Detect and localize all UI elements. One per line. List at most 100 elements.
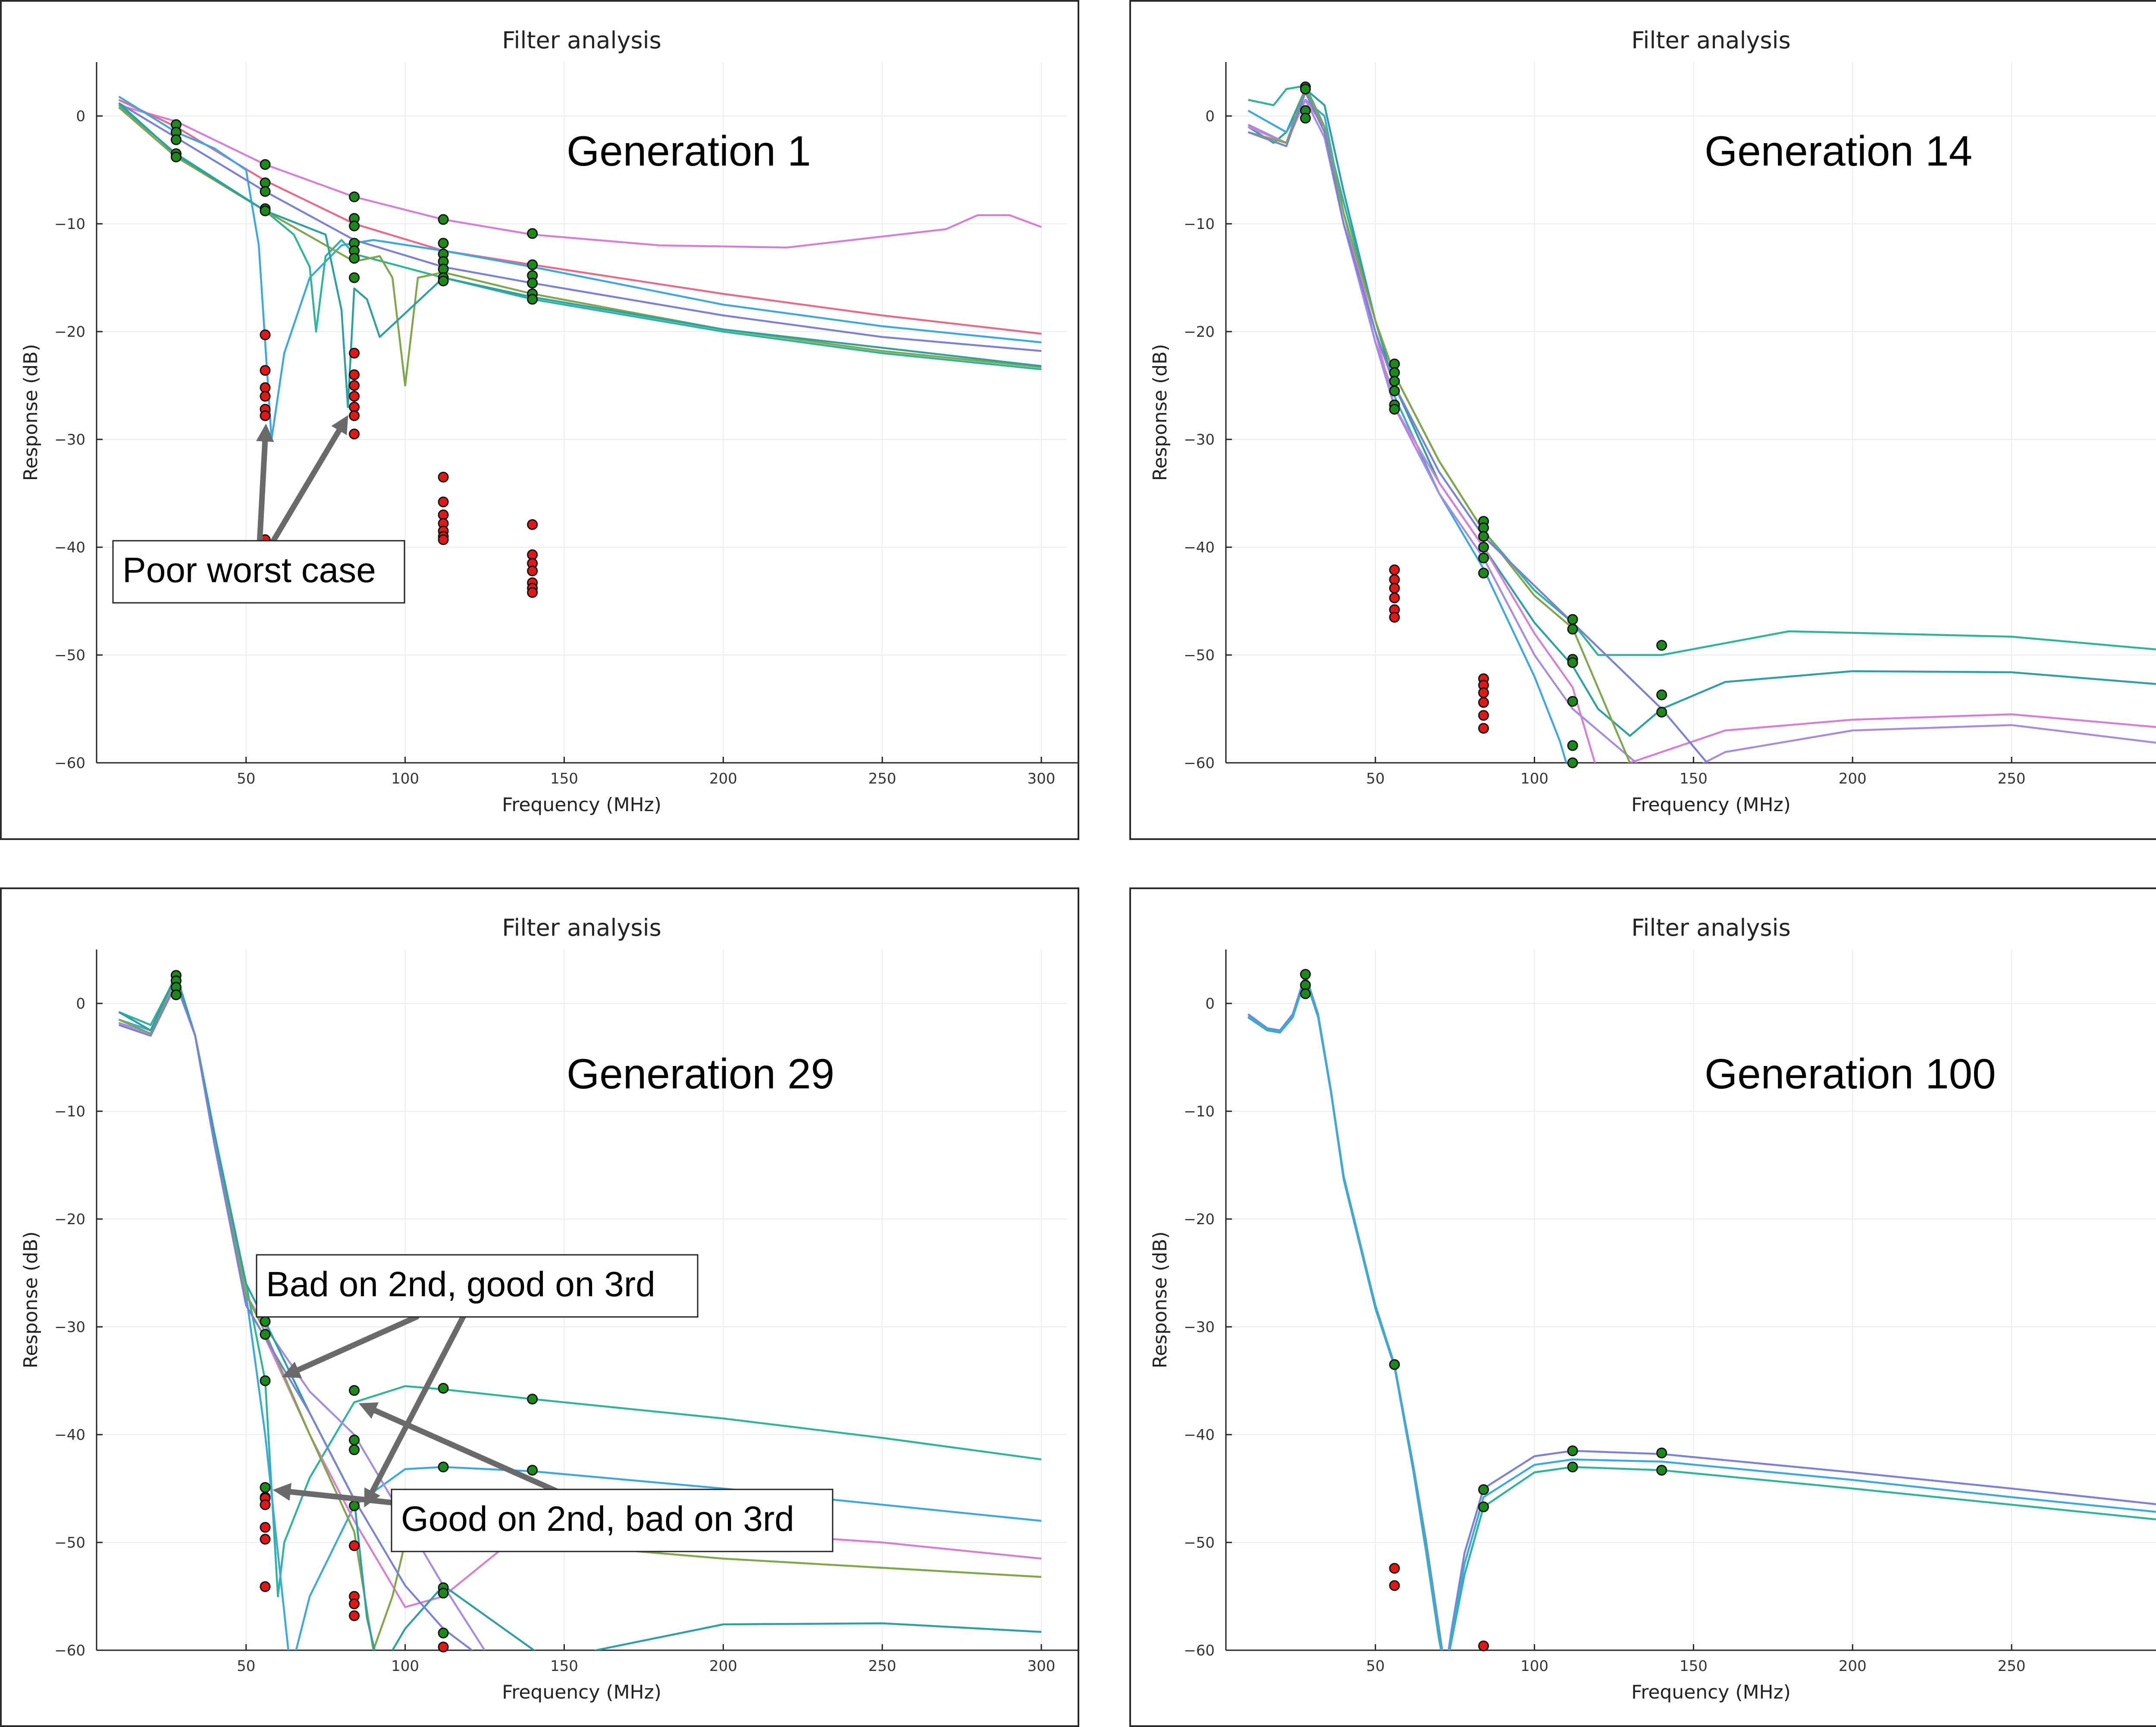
pass-point bbox=[1478, 1484, 1489, 1495]
y-axis-label: Response (dB) bbox=[20, 1232, 42, 1369]
series-line-3 bbox=[118, 96, 1042, 441]
pass-point bbox=[1300, 84, 1311, 94]
x-tick-label: 150 bbox=[550, 1658, 578, 1675]
pass-point bbox=[1478, 531, 1489, 542]
series-line-5 bbox=[118, 104, 1042, 370]
series-line-2 bbox=[1247, 88, 2156, 737]
series-line-6 bbox=[1247, 88, 1631, 763]
y-tick-label: −10 bbox=[54, 216, 85, 233]
y-tick-label: −60 bbox=[54, 755, 85, 772]
x-tick-label: 150 bbox=[1680, 770, 1708, 787]
pass-point bbox=[438, 276, 449, 286]
series-line-7 bbox=[1247, 91, 1708, 763]
fail-point bbox=[438, 496, 449, 508]
series-line-3 bbox=[1247, 975, 2156, 1650]
x-tick-label: 250 bbox=[1998, 770, 2026, 787]
fail-point bbox=[1389, 592, 1400, 603]
x-tick-label: 100 bbox=[1520, 1658, 1548, 1675]
series-line-1 bbox=[1247, 973, 2156, 1650]
x-tick-label: 200 bbox=[709, 770, 737, 787]
pass-point bbox=[527, 259, 538, 270]
pass-point bbox=[527, 1465, 538, 1476]
marker-group bbox=[1300, 969, 1667, 1652]
fail-point bbox=[1389, 1563, 1400, 1574]
pass-point bbox=[260, 186, 271, 197]
pass-point bbox=[438, 214, 449, 225]
y-tick-label: −10 bbox=[1184, 1103, 1215, 1120]
fail-point bbox=[260, 1499, 271, 1510]
chart-title: Filter analysis bbox=[1631, 27, 1791, 54]
y-tick-label: 0 bbox=[76, 995, 85, 1012]
pass-point bbox=[1567, 1461, 1578, 1473]
marker-group bbox=[1300, 81, 1667, 768]
fail-point bbox=[1389, 1580, 1400, 1591]
y-tick-label: 0 bbox=[76, 108, 85, 125]
pass-point bbox=[260, 205, 271, 216]
y-axis-label: Response (dB) bbox=[1149, 1232, 1171, 1369]
fail-point bbox=[438, 472, 449, 483]
x-tick-label: 250 bbox=[1998, 1658, 2026, 1675]
pass-point bbox=[1389, 386, 1400, 396]
y-tick-label: −50 bbox=[1184, 1534, 1215, 1551]
pass-point bbox=[1389, 376, 1400, 387]
x-tick-label: 50 bbox=[1366, 770, 1385, 787]
x-tick-label: 50 bbox=[237, 1658, 255, 1675]
pass-point bbox=[170, 134, 182, 145]
fail-point bbox=[1478, 723, 1489, 734]
y-tick-label: −40 bbox=[54, 539, 85, 556]
x-tick-label: 300 bbox=[1028, 770, 1056, 787]
y-tick-label: −30 bbox=[1184, 1319, 1215, 1336]
fail-point bbox=[349, 1610, 360, 1621]
pass-point bbox=[1300, 113, 1311, 124]
marker-group bbox=[170, 119, 538, 598]
fail-point bbox=[260, 391, 271, 402]
x-axis-label: Frequency (MHz) bbox=[502, 794, 661, 816]
pass-point bbox=[1656, 690, 1667, 700]
fail-point bbox=[527, 565, 538, 577]
x-tick-label: 150 bbox=[550, 770, 578, 787]
pass-point bbox=[1567, 1445, 1578, 1456]
fail-point bbox=[349, 380, 360, 391]
x-tick-label: 100 bbox=[1520, 770, 1548, 787]
pass-point bbox=[1567, 757, 1578, 768]
generation-label: Generation 14 bbox=[1705, 127, 1972, 175]
callout-arrow bbox=[358, 1402, 567, 1498]
pass-point bbox=[1478, 542, 1489, 553]
x-tick-label: 300 bbox=[1028, 1658, 1056, 1675]
pass-point bbox=[527, 294, 538, 305]
chart-title: Filter analysis bbox=[502, 914, 661, 941]
pass-point bbox=[260, 159, 271, 170]
y-axis-label: Response (dB) bbox=[1149, 344, 1171, 481]
pass-point bbox=[260, 1482, 271, 1493]
fail-point bbox=[349, 391, 360, 402]
fail-point bbox=[260, 1534, 271, 1545]
pass-point bbox=[527, 1394, 538, 1404]
pass-point bbox=[349, 1500, 360, 1511]
filter-chart-generation-14: Filter analysis501001502002503000−10−20−… bbox=[1149, 27, 2156, 816]
fail-point bbox=[1478, 687, 1489, 698]
y-tick-label: −40 bbox=[1184, 539, 1215, 556]
callout-box bbox=[112, 540, 405, 604]
x-tick-label: 200 bbox=[1839, 1658, 1867, 1675]
x-tick-label: 200 bbox=[709, 1658, 737, 1675]
pass-point bbox=[260, 1329, 271, 1340]
series-line-7 bbox=[118, 983, 474, 1650]
x-axis-label: Frequency (MHz) bbox=[1631, 794, 1791, 816]
pass-point bbox=[349, 1444, 360, 1455]
fail-point bbox=[349, 369, 360, 380]
y-tick-label: −30 bbox=[54, 1319, 85, 1336]
pass-point bbox=[1567, 624, 1578, 635]
filter-chart-generation-29: Filter analysis 50 100 150 200 250 300 0 −10 −20 −… bbox=[20, 914, 1078, 1703]
y-tick-label: −50 bbox=[1184, 647, 1215, 664]
chart-panel-generation-100: Filter analysis501001502002503000−10−20−… bbox=[1129, 887, 2156, 1727]
x-tick-label: 100 bbox=[391, 770, 419, 787]
chart-title: Filter analysis bbox=[1631, 914, 1791, 941]
callout-box bbox=[256, 1254, 699, 1318]
chart-panel-generation-1: Filter analysis 50 100 150 200 250 300 0 −10 −20 −… bbox=[0, 0, 1079, 840]
pass-point bbox=[1478, 567, 1489, 579]
pass-point bbox=[1300, 969, 1311, 980]
pass-point bbox=[260, 1316, 271, 1327]
fail-point bbox=[260, 1581, 271, 1592]
fail-point bbox=[1478, 697, 1489, 708]
x-tick-label: 50 bbox=[1366, 1658, 1385, 1675]
